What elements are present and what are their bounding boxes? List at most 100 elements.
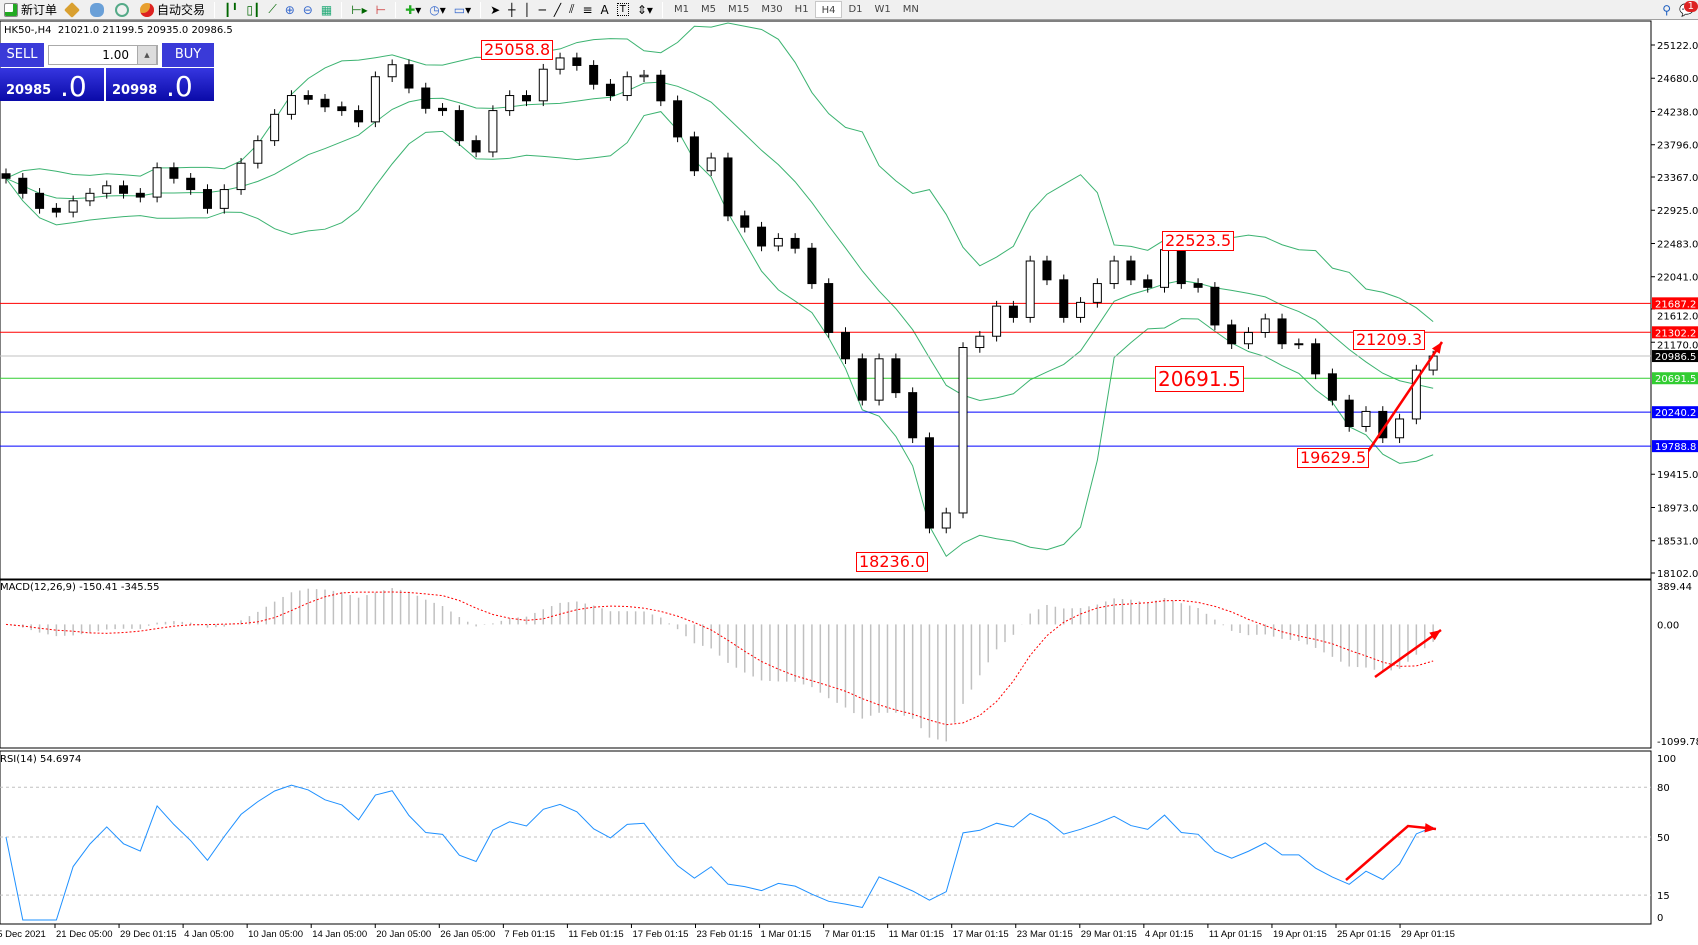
candle xyxy=(454,110,464,142)
zoom-out-icon: ⊖ xyxy=(302,2,313,17)
candle xyxy=(1059,279,1069,318)
line-chart-button[interactable]: ⟋ xyxy=(264,1,280,19)
candle xyxy=(521,95,531,102)
rsi-tick-label: 0 xyxy=(1657,913,1663,924)
chart-shift-button[interactable]: ⊢ xyxy=(372,1,390,19)
text-button[interactable]: A xyxy=(597,1,613,19)
price-tick-label: 18973.0 xyxy=(1657,503,1698,514)
candlestick-button[interactable]: ▯┃ xyxy=(242,1,264,19)
annotation-low[interactable]: 18236.0 xyxy=(856,552,929,572)
buy-button[interactable]: BUY xyxy=(162,43,214,67)
candle xyxy=(538,68,548,102)
price-tick-label: 24238.0 xyxy=(1657,107,1698,118)
candle xyxy=(320,98,330,108)
market-watch-button[interactable] xyxy=(61,1,86,19)
add-indicator-icon: ✚ xyxy=(405,2,416,17)
annotation-high[interactable]: 25058.8 xyxy=(481,40,554,60)
annotation-swing-high[interactable]: 22523.5 xyxy=(1162,231,1235,251)
search-button[interactable]: ⚲ xyxy=(1658,1,1675,19)
timeframe-w1[interactable]: W1 xyxy=(874,4,891,15)
candle xyxy=(1311,343,1321,375)
candle xyxy=(924,437,934,529)
candle xyxy=(1160,249,1170,288)
price-tick-label: 22925.0 xyxy=(1657,206,1698,217)
tile-windows-button[interactable]: ▦ xyxy=(317,1,336,19)
candle xyxy=(85,192,95,202)
lots-increase-button[interactable]: ▲ xyxy=(137,45,157,65)
candle xyxy=(135,192,145,198)
cloud-icon xyxy=(90,2,105,17)
indicators-dropdown[interactable]: ✚ ▾ xyxy=(405,2,422,17)
timeframe-h4[interactable]: H4 xyxy=(814,1,843,18)
candle xyxy=(438,107,448,112)
zoom-in-button[interactable]: ⊕ xyxy=(281,1,299,19)
timeframe-d1[interactable]: D1 xyxy=(848,4,863,15)
candle xyxy=(102,185,112,194)
candle xyxy=(1327,373,1337,401)
bar-chart-button[interactable]: ┃╹ xyxy=(220,1,242,19)
candle xyxy=(505,95,515,112)
candle xyxy=(68,200,78,213)
bar-chart-icon: ┃╹ xyxy=(224,2,239,17)
candle xyxy=(857,358,867,401)
timeframe-m5[interactable]: M5 xyxy=(700,4,716,15)
candle xyxy=(1025,260,1035,318)
price-tick-label: 25122.0 xyxy=(1657,41,1698,52)
candle xyxy=(1126,260,1136,281)
vertical-line-button[interactable]: │ xyxy=(519,1,534,19)
timeframe-mn[interactable]: MN xyxy=(902,4,919,15)
candle xyxy=(35,192,45,209)
notifications-button[interactable]: 💬1 xyxy=(1675,0,1698,19)
sell-button[interactable]: SELL xyxy=(0,43,44,67)
one-click-trading-panel: SELL ▼ 1.00 ▲ BUY 20985.0 20998.0 xyxy=(0,43,214,101)
zoom-out-button[interactable]: ⊖ xyxy=(299,1,317,19)
candle xyxy=(1,173,11,179)
text-icon: A xyxy=(600,2,609,17)
fibonacci-button[interactable]: ≡ xyxy=(578,1,596,19)
candle xyxy=(1395,418,1405,439)
timeframe-h1[interactable]: H1 xyxy=(794,4,809,15)
clock-icon: ◷ xyxy=(429,2,440,17)
annotation-level[interactable]: 20691.5 xyxy=(1155,366,1244,392)
candle xyxy=(1411,369,1421,420)
price-tick-label: 22041.0 xyxy=(1657,273,1698,284)
text-label-icon: T xyxy=(616,3,629,16)
time-tick-label: 11 Mar 01:15 xyxy=(889,929,944,940)
auto-trading-label: 自动交易 xyxy=(157,3,206,17)
text-label-button[interactable]: T xyxy=(613,1,633,19)
periods-dropdown[interactable]: ◷ ▾ xyxy=(429,2,446,17)
auto-scroll-button[interactable]: ⊢▸ xyxy=(347,1,371,19)
annotation-recent-low[interactable]: 19629.5 xyxy=(1297,448,1370,468)
annotation-recent-high[interactable]: 21209.3 xyxy=(1353,330,1426,350)
timeframe-m30[interactable]: M30 xyxy=(761,4,783,15)
crosshair-button[interactable]: ┼ xyxy=(504,1,519,19)
trendline-button[interactable]: ╱ xyxy=(550,1,565,19)
buy-price[interactable]: 20998 .0 xyxy=(106,68,214,101)
arrows-dropdown[interactable]: ⇕ ▾ xyxy=(636,2,653,17)
timeframe-m15[interactable]: M15 xyxy=(727,4,750,15)
trend-arrow-rsi-head xyxy=(1424,823,1436,833)
signal-icon xyxy=(115,2,130,17)
candle xyxy=(1294,343,1304,346)
candle xyxy=(1008,305,1018,318)
sell-price-main: 20985 xyxy=(6,83,52,98)
data-window-button[interactable] xyxy=(86,1,111,19)
candle xyxy=(337,106,347,112)
horizontal-line-button[interactable]: ─ xyxy=(535,1,550,19)
time-tick-label: 17 Feb 01:15 xyxy=(632,929,688,940)
macd-label: MACD(12,26,9) -150.41 -345.55 xyxy=(0,582,160,593)
auto-trading-button[interactable]: 自动交易 xyxy=(136,1,209,19)
new-order-button[interactable]: 新订单 xyxy=(0,1,61,19)
channel-button[interactable]: ⫽ xyxy=(565,1,578,19)
lots-input[interactable]: 1.00 xyxy=(48,45,158,65)
new-order-label: 新订单 xyxy=(21,3,58,17)
templates-dropdown[interactable]: ▭ ▾ xyxy=(453,2,472,17)
time-tick-label: 23 Mar 01:15 xyxy=(1017,929,1073,940)
level-price-tag xyxy=(1652,297,1698,310)
cursor-button[interactable]: ➤ xyxy=(486,1,504,19)
sell-price[interactable]: 20985 .0 xyxy=(0,68,104,101)
separator xyxy=(395,1,397,18)
timeframe-m1[interactable]: M1 xyxy=(673,4,689,15)
signals-button[interactable] xyxy=(111,1,136,19)
